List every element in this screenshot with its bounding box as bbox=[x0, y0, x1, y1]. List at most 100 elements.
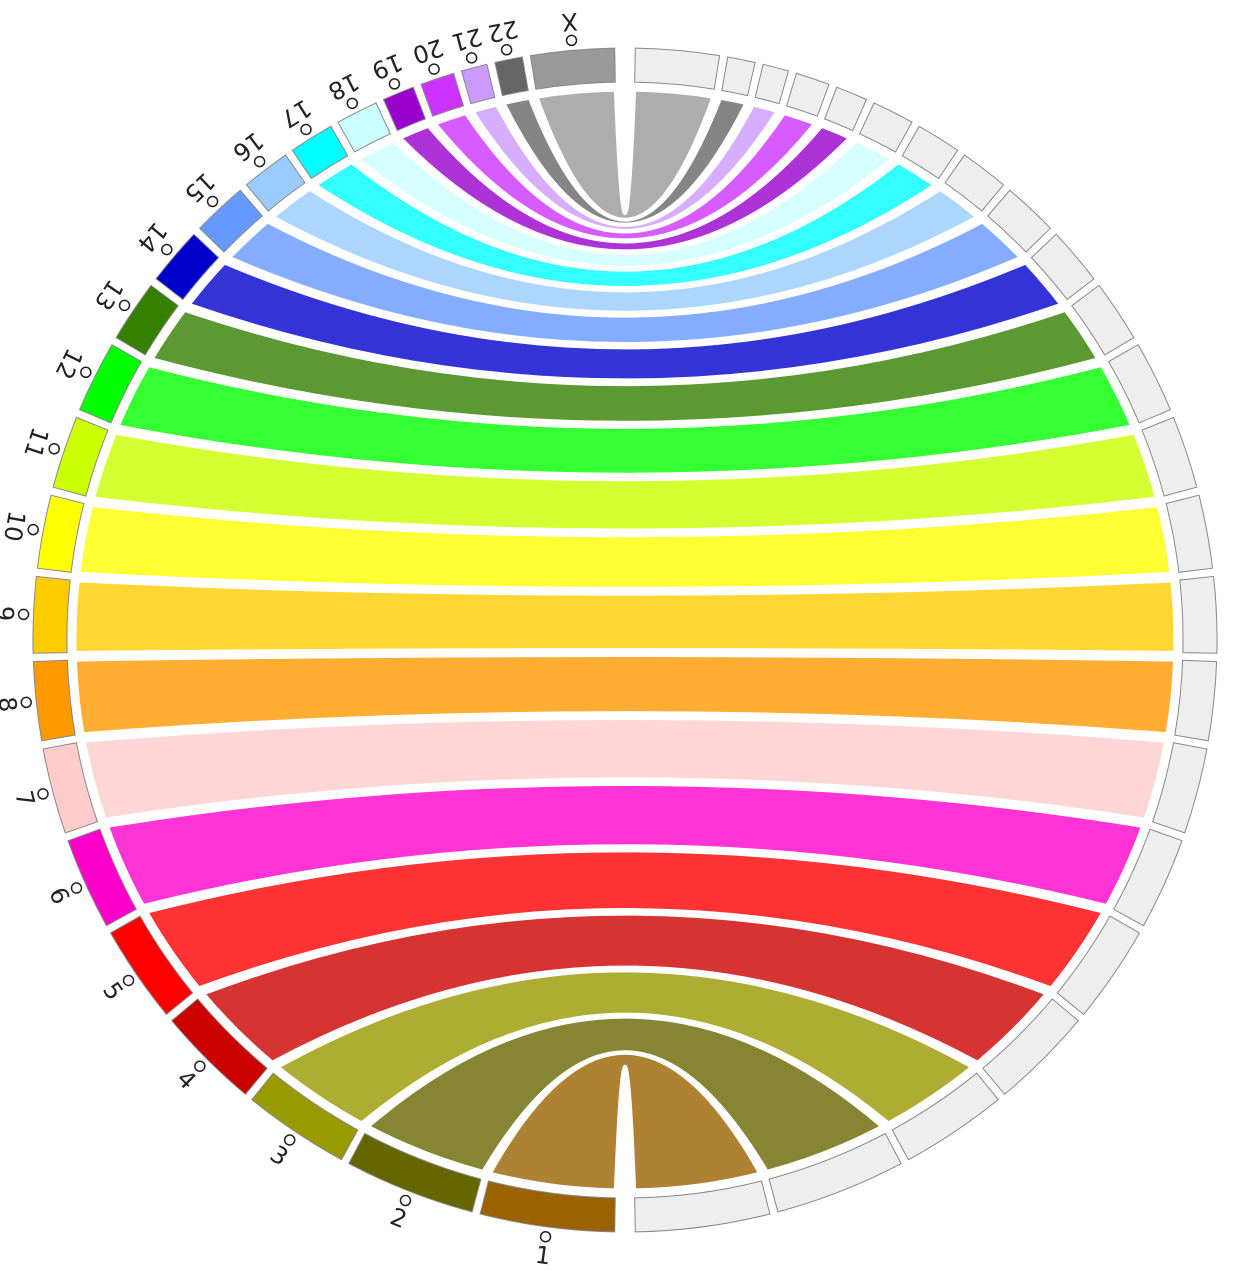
target-arc bbox=[768, 1132, 902, 1213]
target-arc bbox=[1030, 233, 1095, 301]
chromosome-label: 9 bbox=[0, 605, 19, 621]
chord-ribbon bbox=[91, 431, 1159, 532]
chromosome-arc bbox=[32, 575, 71, 654]
chromosome-arc bbox=[479, 1180, 616, 1233]
target-arc bbox=[986, 189, 1052, 253]
chromosome-arc bbox=[115, 284, 179, 356]
chord-ribbon bbox=[502, 96, 748, 226]
chromosome-label: 21 bbox=[448, 22, 485, 57]
chromosome-label: 12 bbox=[49, 344, 88, 384]
chromosome-arc bbox=[348, 1132, 482, 1213]
chord-ribbon bbox=[398, 124, 852, 253]
chromosome-label: 18 bbox=[324, 67, 364, 106]
centromere-dot bbox=[17, 608, 30, 621]
centromere-dot bbox=[80, 366, 92, 379]
target-arc bbox=[1141, 416, 1198, 497]
chromosome-arc bbox=[291, 125, 349, 180]
chromosome-arc bbox=[67, 828, 137, 927]
centromere-dot bbox=[118, 299, 131, 312]
chord-ribbon bbox=[227, 220, 1023, 345]
target-arc bbox=[1179, 575, 1218, 654]
target-arc bbox=[1174, 659, 1218, 742]
chromosome-label: 2 bbox=[386, 1202, 410, 1234]
target-arc bbox=[859, 102, 913, 153]
target-arc bbox=[634, 1180, 771, 1233]
centromere-dot bbox=[500, 44, 513, 56]
centromere-dot bbox=[346, 97, 359, 110]
centromere-dot bbox=[253, 155, 266, 168]
centromere-dot bbox=[539, 1230, 552, 1243]
chromosome-arc bbox=[382, 86, 427, 132]
target-arc bbox=[1151, 742, 1208, 834]
centromere-dot bbox=[20, 696, 32, 709]
target-arc bbox=[1165, 494, 1214, 573]
centromere-dot bbox=[388, 78, 401, 90]
chord-ribbon bbox=[186, 261, 1064, 382]
target-arc bbox=[944, 154, 1005, 212]
chromosome-arc bbox=[170, 998, 268, 1096]
chromosome-label: 1 bbox=[534, 1241, 553, 1271]
centromere-dot bbox=[283, 1134, 296, 1146]
chromosome-arc bbox=[198, 189, 264, 253]
chord-ribbon bbox=[433, 111, 817, 242]
centromere-dot bbox=[48, 443, 60, 455]
target-arc bbox=[754, 63, 790, 105]
chromosome-arc bbox=[420, 72, 465, 117]
centromere-dot bbox=[300, 123, 312, 136]
chromosome-arc bbox=[251, 1072, 359, 1161]
chromosome-arc bbox=[460, 63, 496, 105]
chromosome-label: 8 bbox=[0, 695, 22, 713]
chromosome-arc bbox=[529, 47, 616, 90]
chromosome-label: 19 bbox=[368, 48, 407, 86]
chord-ribbon bbox=[470, 103, 780, 232]
chromosome-label: 6 bbox=[43, 883, 75, 908]
chromosome-arc bbox=[109, 915, 194, 1016]
chromosome-label: X bbox=[560, 7, 579, 36]
target-arc bbox=[1107, 344, 1172, 424]
target-arc bbox=[1113, 828, 1183, 927]
chord-ribbon bbox=[355, 139, 895, 269]
centromere-dot bbox=[399, 1194, 412, 1207]
chord-ribbon bbox=[535, 88, 715, 221]
chromosome-arc bbox=[42, 742, 99, 834]
chord-ribbon bbox=[116, 363, 1134, 476]
chord-ribbon bbox=[313, 160, 937, 289]
target-arc bbox=[634, 47, 721, 90]
target-arc bbox=[721, 56, 756, 97]
chord-ribbon bbox=[270, 187, 980, 314]
centromere-dot bbox=[122, 974, 135, 987]
chord-ribbon bbox=[488, 1051, 762, 1192]
target-arc bbox=[1056, 915, 1141, 1016]
chord-ribbon bbox=[105, 782, 1145, 908]
target-arc bbox=[901, 125, 959, 180]
chromosome-arc bbox=[245, 154, 306, 212]
chords bbox=[73, 88, 1177, 1192]
chord-ribbon bbox=[144, 849, 1106, 990]
chromosome-label: 22 bbox=[485, 14, 520, 47]
chromosome-arc bbox=[36, 494, 85, 573]
chord-ribbon bbox=[73, 579, 1177, 654]
centromere-dot bbox=[194, 1060, 206, 1072]
chord-ribbon bbox=[275, 969, 975, 1125]
centromere-dot bbox=[37, 788, 49, 800]
chord-ribbon bbox=[365, 1015, 885, 1174]
chord-ribbon bbox=[201, 912, 1049, 1064]
centromere-dot bbox=[565, 34, 578, 47]
chord-ribbon bbox=[149, 308, 1101, 424]
chord-ribbon bbox=[73, 654, 1177, 736]
chromosome-arc bbox=[494, 56, 529, 97]
centromere-dot bbox=[27, 523, 39, 536]
chromosome-arc bbox=[32, 659, 76, 742]
chromosome-label: 11 bbox=[18, 424, 54, 462]
chord-ribbon bbox=[77, 503, 1173, 590]
chromosome-label: 5 bbox=[97, 977, 129, 1005]
centromere-dot bbox=[206, 195, 219, 208]
chromosome-arc bbox=[337, 102, 391, 153]
chromosome-arc bbox=[52, 416, 109, 497]
centromere-dot bbox=[428, 63, 440, 75]
chromosome-label: 20 bbox=[409, 33, 447, 69]
centromere-dot bbox=[161, 243, 173, 256]
target-arc bbox=[823, 86, 868, 132]
chromosome-arc bbox=[155, 233, 220, 301]
